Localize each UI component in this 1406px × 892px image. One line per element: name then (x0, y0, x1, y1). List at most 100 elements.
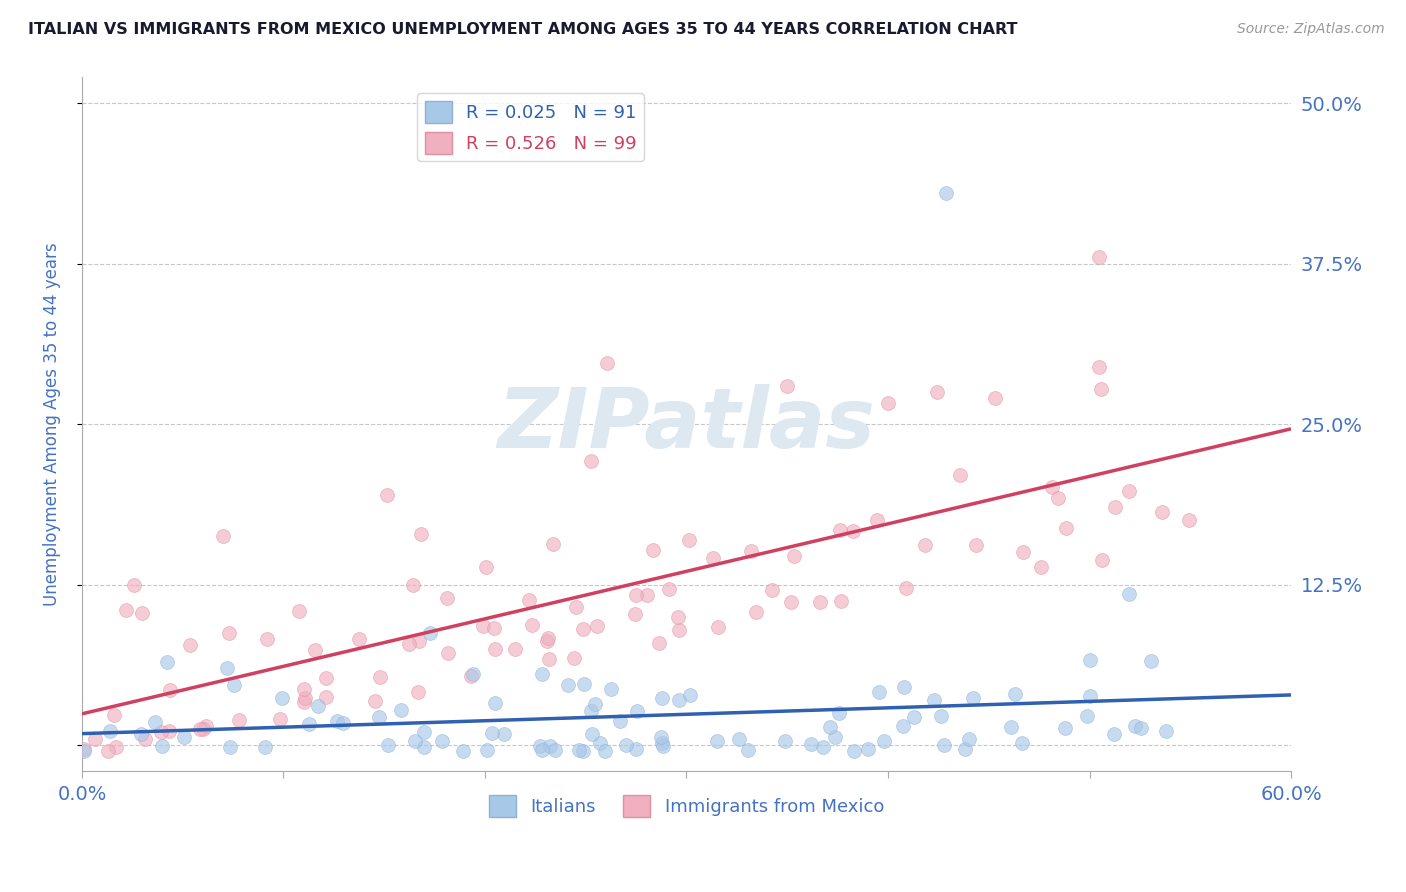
Point (571, 622, 593, 636)
Point (581, 727, 603, 741)
Point (600, 681, 623, 696)
Point (1004, 688, 1026, 702)
Point (583, 697, 606, 711)
Point (609, 714, 631, 729)
Point (678, 533, 700, 548)
Point (643, 543, 665, 558)
Point (636, 588, 658, 602)
Point (307, 698, 329, 713)
Point (962, 690, 984, 705)
Point (212, 529, 235, 543)
Point (481, 725, 503, 739)
Point (315, 690, 337, 704)
Point (1123, 719, 1146, 733)
Point (482, 621, 505, 635)
Point (572, 744, 595, 758)
Point (129, 726, 152, 740)
Point (436, 591, 458, 605)
Point (413, 724, 436, 739)
Point (179, 638, 201, 652)
Point (818, 720, 841, 734)
Point (159, 683, 181, 698)
Text: Source: ZipAtlas.com: Source: ZipAtlas.com (1237, 22, 1385, 37)
Point (808, 595, 831, 609)
Point (934, 738, 956, 752)
Legend: Italians, Immigrants from Mexico: Italians, Immigrants from Mexico (482, 788, 891, 824)
Point (150, 725, 173, 739)
Point (536, 634, 558, 648)
Point (304, 643, 326, 657)
Point (256, 632, 278, 647)
Point (218, 739, 240, 754)
Point (1090, 382, 1112, 396)
Point (503, 641, 526, 656)
Point (1129, 721, 1152, 735)
Point (1091, 553, 1114, 567)
Point (1118, 587, 1140, 601)
Point (404, 734, 426, 748)
Point (530, 666, 553, 681)
Point (193, 722, 215, 736)
Point (155, 655, 177, 669)
Point (1104, 500, 1126, 514)
Point (131, 607, 153, 621)
Point (398, 637, 420, 651)
Point (744, 605, 766, 619)
Point (543, 743, 565, 757)
Point (935, 186, 957, 200)
Point (1031, 560, 1053, 574)
Point (1118, 484, 1140, 499)
Point (1046, 491, 1069, 506)
Point (648, 636, 671, 650)
Point (1102, 727, 1125, 741)
Point (668, 623, 690, 637)
Point (914, 538, 936, 552)
Point (254, 740, 277, 755)
Point (364, 694, 387, 708)
Point (157, 724, 180, 739)
Point (596, 356, 619, 370)
Point (740, 544, 762, 558)
Point (824, 731, 846, 745)
Point (409, 527, 432, 541)
Point (679, 688, 702, 702)
Point (287, 604, 309, 618)
Point (856, 742, 879, 756)
Point (903, 710, 925, 724)
Point (298, 717, 321, 731)
Point (624, 588, 647, 602)
Point (218, 626, 240, 640)
Point (614, 739, 637, 753)
Point (529, 739, 551, 753)
Point (389, 703, 412, 717)
Point (494, 726, 516, 740)
Point (72, 744, 94, 758)
Point (326, 714, 349, 729)
Point (122, 577, 145, 591)
Point (347, 632, 370, 647)
Point (530, 743, 553, 757)
Point (368, 710, 391, 724)
Point (650, 730, 672, 744)
Point (877, 396, 900, 410)
Point (658, 582, 681, 597)
Point (294, 681, 316, 696)
Point (572, 677, 595, 691)
Point (430, 734, 453, 748)
Point (315, 671, 337, 685)
Point (1152, 505, 1174, 519)
Point (868, 684, 890, 698)
Point (984, 392, 1007, 406)
Point (228, 713, 250, 727)
Point (477, 743, 499, 757)
Point (624, 742, 647, 756)
Point (463, 667, 485, 681)
Point (413, 739, 436, 754)
Point (562, 650, 585, 665)
Point (1011, 735, 1033, 749)
Point (761, 582, 783, 597)
Point (543, 536, 565, 550)
Point (873, 734, 896, 748)
Y-axis label: Unemployment Among Ages 35 to 44 years: Unemployment Among Ages 35 to 44 years (44, 243, 60, 606)
Point (520, 618, 543, 632)
